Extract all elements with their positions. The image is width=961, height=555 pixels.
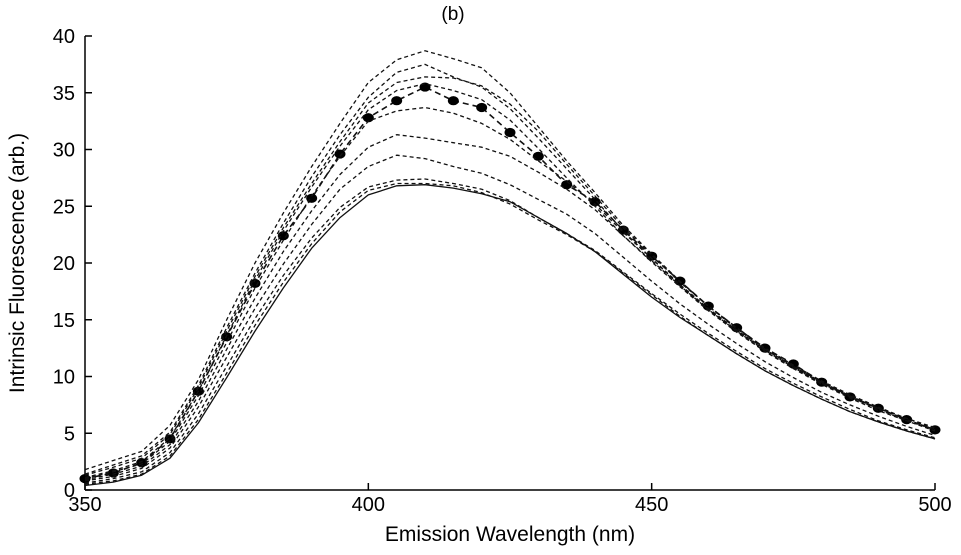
x-axis-ticks: 350 400 450 500 (68, 483, 952, 516)
series-7 (84, 134, 936, 481)
plot-area: 350 400 450 500 0 5 10 15 20 25 30 35 40 (53, 26, 952, 516)
series-line (84, 76, 936, 476)
data-point-marker (362, 113, 374, 123)
series-11 (84, 184, 936, 487)
data-point-marker (532, 151, 544, 161)
series-10 (84, 182, 936, 485)
y-tick-label: 25 (53, 196, 75, 218)
series-line (84, 134, 936, 481)
series-line (84, 63, 936, 475)
x-tick-label: 400 (352, 494, 385, 516)
data-point-marker (447, 96, 459, 106)
series-9 (84, 178, 936, 484)
series-8 (84, 154, 936, 482)
y-tick-label: 15 (53, 310, 75, 332)
series-line (84, 182, 936, 485)
data-point-marker (504, 127, 516, 138)
data-point-marker (419, 82, 431, 92)
series-line (84, 86, 936, 480)
series-line (84, 106, 936, 480)
y-axis-ticks: 0 5 10 15 20 25 30 35 40 (53, 26, 92, 502)
data-point-marker (136, 458, 148, 468)
x-axis-label: Emission Wavelength (nm) (385, 523, 635, 546)
series-line (84, 154, 936, 482)
data-point-marker (476, 102, 488, 113)
y-tick-label: 0 (64, 480, 75, 502)
x-tick-label: 350 (68, 494, 101, 516)
series-1 (79, 82, 941, 484)
series-line (84, 83, 936, 479)
series-line (84, 50, 936, 471)
series-4 (84, 76, 936, 476)
chart-title: (b) (441, 4, 464, 25)
y-tick-label: 10 (53, 367, 75, 389)
data-point-marker (391, 96, 403, 106)
y-tick-label: 20 (53, 253, 75, 275)
data-point-marker (79, 474, 91, 484)
data-point-marker (334, 149, 346, 159)
y-tick-label: 40 (53, 26, 75, 48)
x-tick-label: 500 (918, 494, 951, 516)
y-axis-label: Intrinsic Fluorescence (arb.) (6, 133, 29, 393)
data-point-marker (589, 197, 601, 207)
y-tick-label: 5 (64, 423, 75, 445)
x-tick-label: 450 (635, 494, 668, 516)
series-line (84, 184, 936, 487)
y-tick-label: 35 (53, 83, 75, 105)
series-3 (84, 63, 936, 475)
y-tick-label: 30 (53, 140, 75, 162)
series-group (79, 50, 941, 487)
series-line (84, 178, 936, 484)
series-2 (84, 50, 936, 471)
series-6 (84, 106, 936, 480)
series-5 (84, 83, 936, 479)
